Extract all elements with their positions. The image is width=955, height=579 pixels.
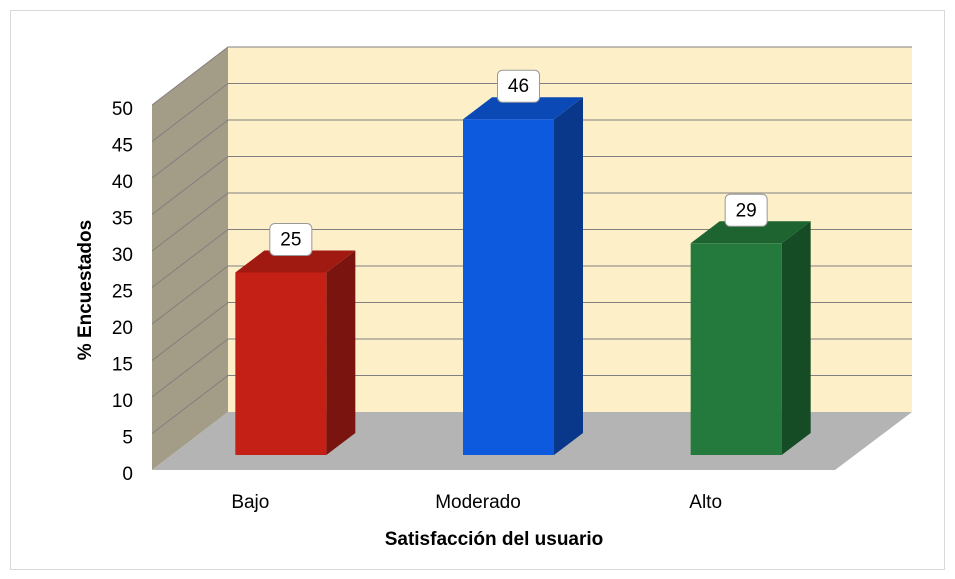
bar-side — [554, 97, 583, 455]
x-axis-title: Satisfacción del usuario — [385, 529, 604, 550]
grid-line — [151, 83, 912, 142]
x-tick-label: Moderado — [435, 492, 521, 513]
y-tick-label: 0 — [122, 464, 133, 485]
bar-top — [235, 250, 356, 273]
y-tick-label: 10 — [112, 391, 133, 412]
grid-line — [151, 265, 912, 325]
bar-top — [463, 97, 583, 120]
grid-line — [151, 192, 912, 252]
grid-line — [151, 338, 912, 398]
grid-line — [151, 119, 912, 179]
y-tick-label: 50 — [112, 99, 133, 120]
grid-line — [151, 375, 912, 434]
y-tick-label: 40 — [112, 172, 133, 193]
grid-line — [151, 156, 912, 215]
grid-line — [151, 229, 912, 288]
y-tick-label: 15 — [112, 355, 133, 376]
y-tick-label: 5 — [122, 428, 133, 449]
value-label-box — [724, 193, 768, 227]
value-label-box — [269, 223, 313, 256]
y-axis-title: % Encuestados — [75, 220, 96, 360]
y-tick-label: 20 — [112, 318, 133, 339]
bar-side — [326, 250, 356, 455]
y-tick-label: 45 — [112, 136, 133, 157]
bar — [690, 243, 782, 455]
grid-line — [151, 46, 912, 106]
bar — [463, 119, 554, 455]
x-tick-label: Bajo — [231, 492, 269, 513]
value-label: 25 — [280, 230, 301, 251]
bar-top — [690, 221, 811, 244]
value-label-box — [497, 69, 540, 103]
grid-line — [151, 302, 912, 361]
y-tick-label: 35 — [112, 209, 133, 230]
bar-side — [781, 221, 811, 455]
y-tick-label: 30 — [112, 245, 133, 266]
y-tick-label: 25 — [112, 282, 133, 303]
value-label: 29 — [736, 200, 757, 221]
x-tick-label: Alto — [689, 492, 722, 513]
value-label: 46 — [508, 76, 529, 97]
bar — [235, 272, 327, 455]
